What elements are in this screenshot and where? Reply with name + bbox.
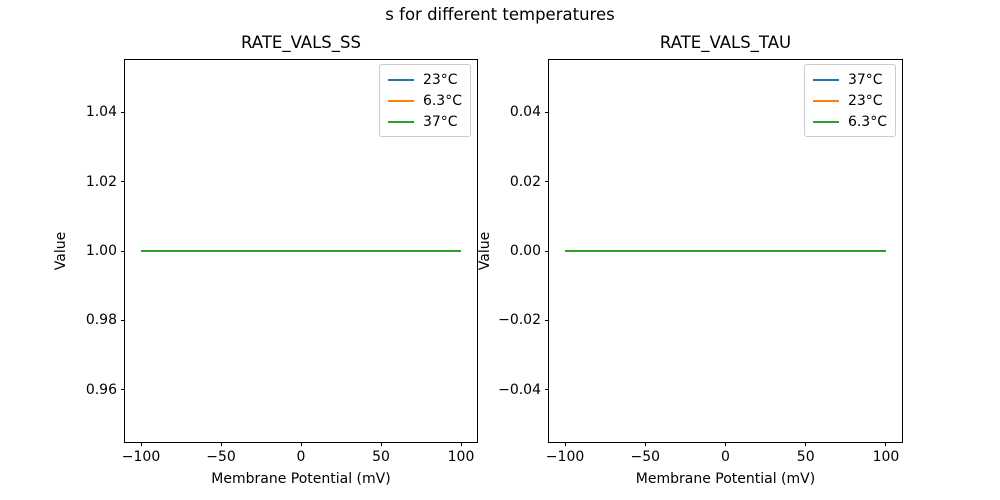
x-tick-label: 50 (372, 449, 390, 465)
legend-entry-37c: 37°C (812, 69, 887, 90)
y-tick-label: 1.04 (85, 104, 117, 121)
y-axis-label-1: Value (477, 231, 494, 271)
x-tick-mark (140, 442, 142, 446)
x-tick-label: 0 (721, 449, 730, 465)
legend-label: 23°C (847, 92, 883, 109)
x-tick-label: 50 (796, 449, 815, 465)
legend-line-swatch (387, 120, 414, 123)
x-tick-label: 100 (872, 449, 900, 465)
axes-0: RATE_VALS_SS Value Membrane Potential (m… (53, 33, 478, 487)
x-tick-mark (805, 442, 807, 446)
y-axis-label-0: Value (53, 231, 70, 271)
x-tick-mark (220, 442, 222, 446)
legend-entry-63c: 6.3°C (387, 90, 462, 111)
y-tick-mark (121, 250, 125, 252)
x-tick-mark (885, 442, 887, 446)
y-tick-mark (121, 181, 125, 183)
x-tick-mark (300, 442, 302, 446)
legend-label: 37°C (847, 71, 883, 88)
legend: 37°C 23°C 6.3°C (803, 64, 896, 137)
legend-label: 37°C (422, 113, 458, 130)
x-tick-label: −100 (121, 449, 161, 465)
y-tick-label: 1.00 (85, 243, 117, 259)
x-tick-mark (644, 442, 646, 446)
x-tick-label: −50 (206, 449, 236, 465)
legend-label: 6.3°C (422, 92, 462, 109)
legend-line-swatch (812, 78, 839, 81)
legend-entry-23c: 23°C (812, 90, 887, 111)
y-tick-label: 0.96 (85, 381, 117, 398)
legend-label: 6.3°C (847, 113, 887, 130)
legend-line-swatch (812, 120, 839, 123)
series-line-37c (141, 250, 461, 252)
legend-line-swatch (812, 99, 839, 102)
y-tick-label: 1.02 (85, 173, 117, 190)
figure-title: s for different temperatures (385, 5, 615, 24)
legend: 23°C 6.3°C 37°C (378, 64, 471, 137)
x-tick-label: 100 (447, 449, 475, 465)
series-line-63c (565, 250, 886, 252)
legend-label: 23°C (422, 71, 458, 88)
x-tick-label: 0 (296, 449, 306, 465)
x-tick-mark (725, 442, 726, 446)
subplot-title-rate-vals-tau: RATE_VALS_TAU (659, 33, 792, 52)
x-tick-mark (460, 442, 462, 446)
y-tick-mark (545, 181, 549, 183)
y-tick-mark (545, 250, 549, 252)
y-tick-label: 0.04 (509, 104, 541, 121)
x-axis-label-1: Membrane Potential (mV) (635, 471, 816, 487)
y-tick-mark (121, 389, 125, 391)
axes-1: RATE_VALS_TAU Value Membrane Potential (… (477, 33, 903, 487)
y-tick-mark (121, 111, 125, 113)
subplot-title-rate-vals-ss: RATE_VALS_SS (241, 33, 361, 52)
x-tick-label: −100 (545, 449, 585, 465)
y-tick-mark (545, 111, 549, 113)
legend-entry-63c: 6.3°C (812, 111, 887, 132)
y-tick-mark (121, 319, 125, 321)
y-tick-mark (545, 319, 549, 321)
x-tick-label: −50 (630, 449, 661, 465)
y-tick-label: 0.00 (509, 243, 541, 259)
legend-entry-23c: 23°C (387, 69, 462, 90)
x-axis-label-0: Membrane Potential (mV) (211, 471, 391, 487)
legend-line-swatch (387, 99, 414, 102)
y-tick-label: −0.02 (498, 312, 541, 329)
legend-line-swatch (387, 78, 414, 81)
y-tick-label: 0.02 (509, 173, 541, 190)
legend-entry-37c: 37°C (387, 111, 462, 132)
y-tick-mark (545, 389, 549, 391)
y-tick-label: 0.98 (85, 312, 117, 329)
x-tick-mark (564, 442, 566, 446)
y-tick-label: −0.04 (498, 381, 541, 398)
x-tick-mark (380, 442, 382, 446)
